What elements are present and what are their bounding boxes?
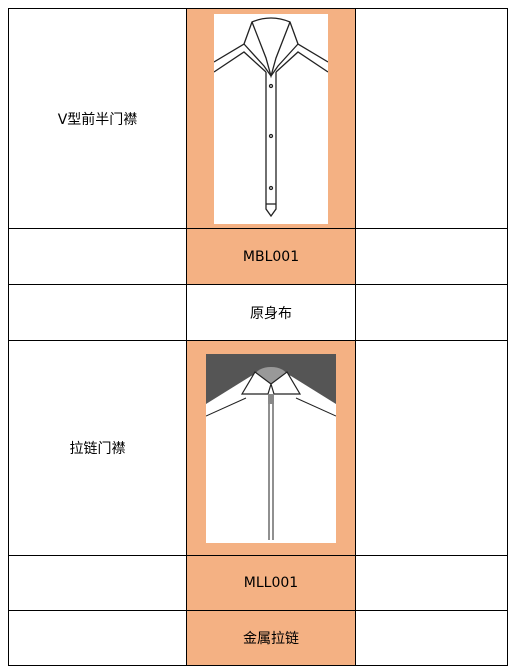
table-cell <box>355 228 508 285</box>
table-cell <box>355 8 508 229</box>
spec-table: V型前半门襟 MBL001 原身布 <box>8 8 508 666</box>
table-row: V型前半门襟 <box>8 8 508 229</box>
image-cell <box>186 8 356 229</box>
table-row: MBL001 <box>8 228 508 285</box>
zipper-shirt-image <box>206 353 336 543</box>
table-cell <box>8 228 187 285</box>
table-cell <box>355 610 508 666</box>
table-row: 原身布 <box>8 284 508 341</box>
image-cell <box>186 340 356 556</box>
table-cell: MLL001 <box>186 555 356 611</box>
table-cell: V型前半门襟 <box>8 8 187 229</box>
table-cell: 拉链门襟 <box>8 340 187 556</box>
table-cell <box>355 340 508 556</box>
table-cell <box>355 284 508 341</box>
table-cell: 原身布 <box>186 284 356 341</box>
table-cell <box>8 610 187 666</box>
table-cell: 金属拉链 <box>186 610 356 666</box>
table-cell <box>8 555 187 611</box>
table-cell <box>355 555 508 611</box>
table-cell: MBL001 <box>186 228 356 285</box>
table-row: 金属拉链 <box>8 610 508 666</box>
table-row: 拉链门襟 <box>8 340 508 556</box>
v-placket-shirt-image <box>214 13 328 224</box>
table-cell <box>8 284 187 341</box>
table-row: MLL001 <box>8 555 508 611</box>
